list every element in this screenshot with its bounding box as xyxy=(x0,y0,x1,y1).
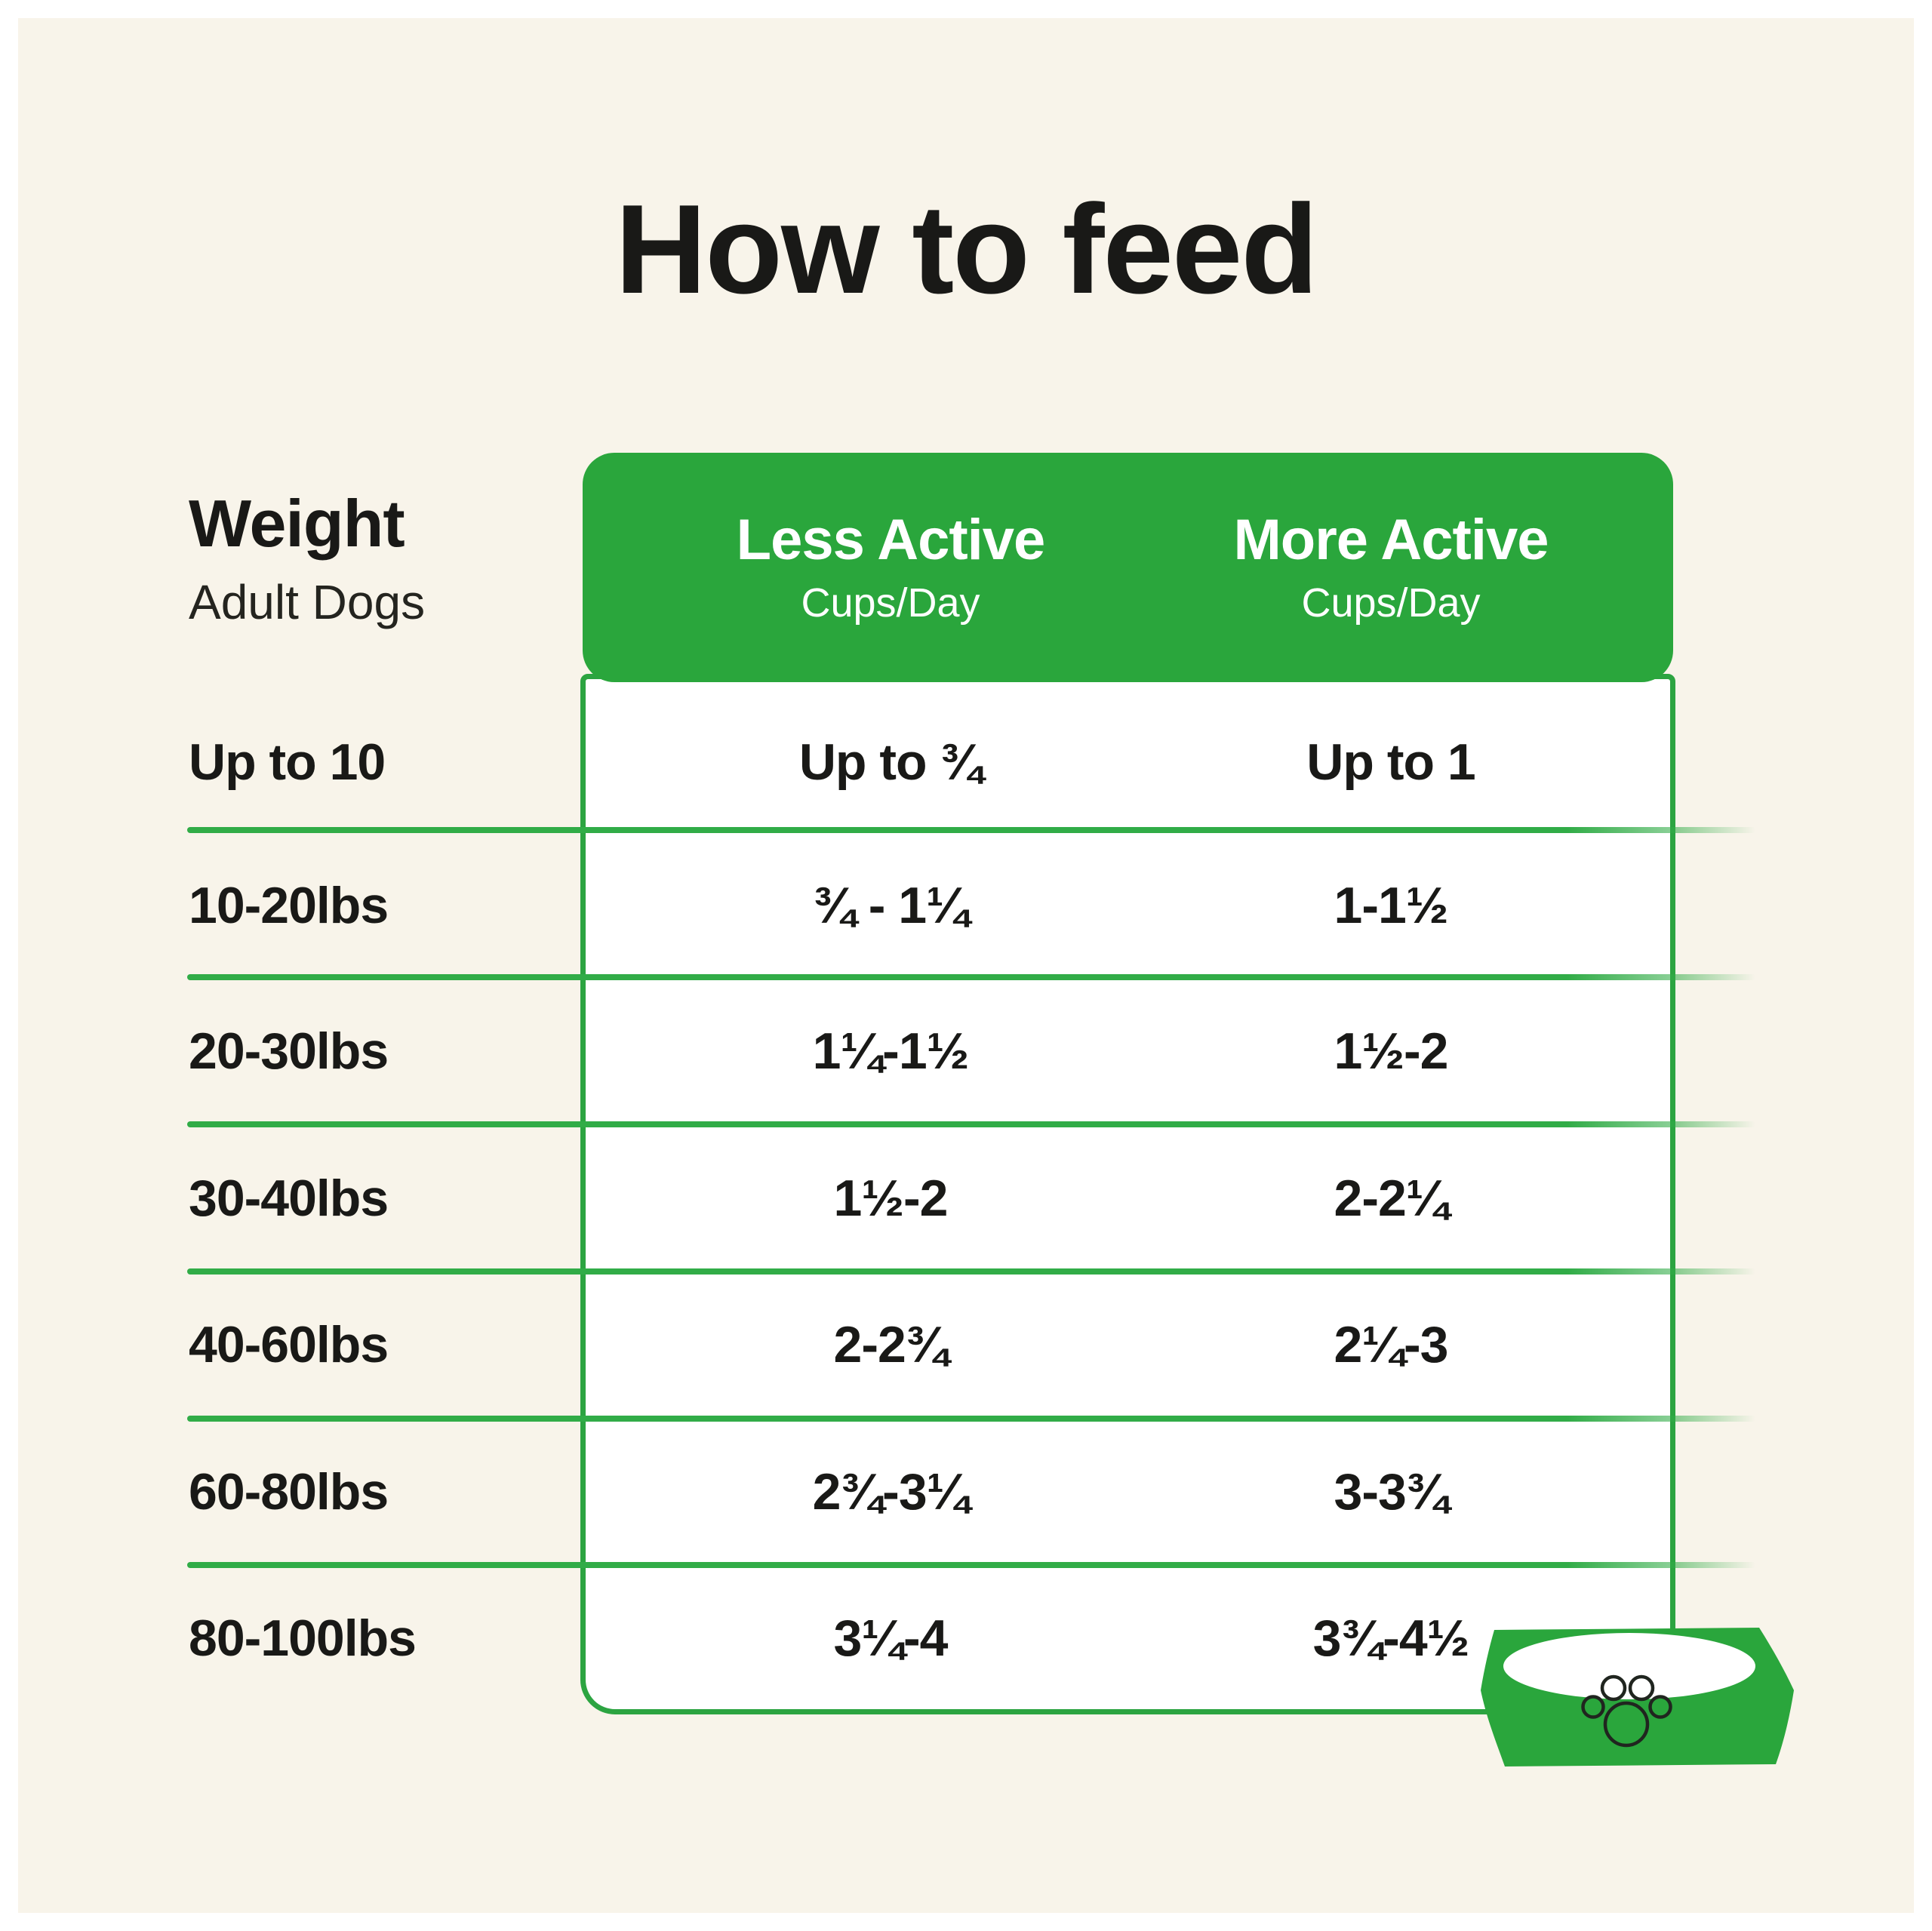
more-active-cell: 3-3¾ xyxy=(1334,1463,1449,1521)
less-active-cell: 1½-2 xyxy=(833,1170,949,1227)
weight-cell: 10-20lbs xyxy=(189,877,389,934)
weight-column-subtitle: Adult Dogs xyxy=(189,575,426,629)
table-row: 10-20lbs ¾ - 1¼ 1-1½ xyxy=(0,860,1932,951)
row-separator xyxy=(187,974,1755,980)
table-header-band: Less Active Cups/Day More Active Cups/Da… xyxy=(583,453,1673,682)
less-active-cell: 1¼-1½ xyxy=(812,1022,970,1080)
row-separator xyxy=(187,827,1755,833)
table-row: 20-30lbs 1¼-1½ 1½-2 xyxy=(0,1006,1932,1096)
more-active-cell: Up to 1 xyxy=(1306,733,1475,791)
weight-column-header: Weight Adult Dogs xyxy=(189,486,426,629)
more-active-cell: 3¾-4½ xyxy=(1312,1610,1470,1667)
column-header-less-active: Less Active Cups/Day xyxy=(610,453,1171,682)
more-active-label: More Active xyxy=(1233,508,1549,572)
more-active-cell: 1½-2 xyxy=(1334,1022,1449,1080)
more-active-cell: 2-2¼ xyxy=(1334,1170,1449,1227)
weight-cell: Up to 10 xyxy=(189,733,386,791)
less-active-cups-per-day-label: Cups/Day xyxy=(801,580,980,626)
less-active-cell: 3¼-4 xyxy=(833,1610,949,1667)
less-active-cell: ¾ - 1¼ xyxy=(813,877,969,934)
dog-bowl-opening xyxy=(1503,1633,1755,1699)
row-separator xyxy=(187,1416,1755,1422)
row-separator xyxy=(187,1562,1755,1568)
weight-cell: 40-60lbs xyxy=(189,1316,389,1373)
table-row: 60-80lbs 2¾-3¼ 3-3¾ xyxy=(0,1447,1932,1537)
weight-cell: 80-100lbs xyxy=(189,1610,417,1667)
page-title: How to feed xyxy=(615,178,1318,320)
table-row: 80-100lbs 3¼-4 3¾-4½ xyxy=(0,1593,1932,1683)
less-active-cell: 2-2¾ xyxy=(833,1316,949,1373)
less-active-label: Less Active xyxy=(736,508,1046,572)
feeding-table-body xyxy=(580,674,1675,1714)
table-row: Up to 10 Up to ¾ Up to 1 xyxy=(0,717,1932,807)
less-active-cell: Up to ¾ xyxy=(798,733,983,791)
paw-print-icon xyxy=(1581,1674,1672,1748)
more-active-cell: 2¼-3 xyxy=(1334,1316,1449,1373)
more-active-cups-per-day-label: Cups/Day xyxy=(1301,580,1481,626)
table-row: 40-60lbs 2-2¾ 2¼-3 xyxy=(0,1299,1932,1390)
less-active-cell: 2¾-3¼ xyxy=(812,1463,970,1521)
weight-cell: 20-30lbs xyxy=(189,1022,389,1080)
table-row: 30-40lbs 1½-2 2-2¼ xyxy=(0,1153,1932,1244)
weight-cell: 60-80lbs xyxy=(189,1463,389,1521)
row-separator xyxy=(187,1268,1755,1275)
weight-cell: 30-40lbs xyxy=(189,1170,389,1227)
more-active-cell: 1-1½ xyxy=(1334,877,1449,934)
column-header-more-active: More Active Cups/Day xyxy=(1119,453,1663,682)
row-separator xyxy=(187,1121,1755,1127)
weight-column-title: Weight xyxy=(189,486,405,561)
dog-bowl-icon xyxy=(1481,1628,1794,1766)
